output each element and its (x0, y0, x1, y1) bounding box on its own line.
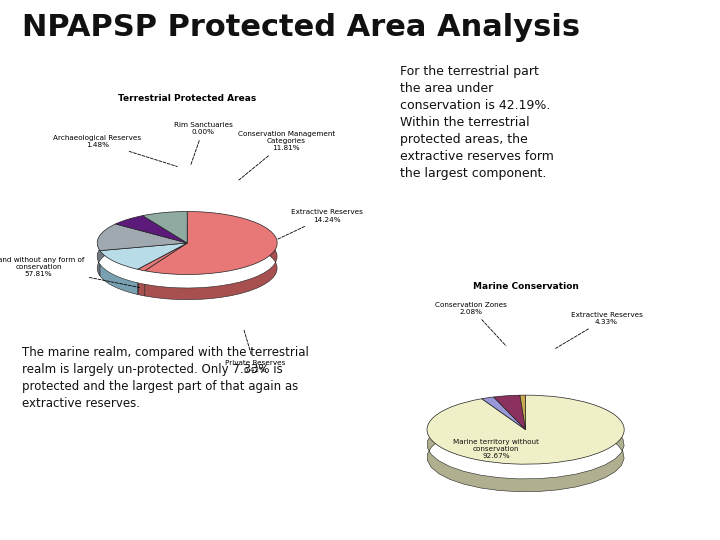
Polygon shape (100, 264, 138, 294)
Text: Marine territory without
conservation
92.67%: Marine territory without conservation 92… (453, 440, 539, 460)
Wedge shape (520, 395, 526, 430)
Polygon shape (428, 410, 624, 492)
Title: Marine Conservation: Marine Conservation (472, 282, 579, 291)
Wedge shape (145, 212, 277, 274)
Wedge shape (494, 395, 526, 430)
Wedge shape (100, 243, 187, 269)
Text: Conservation Zones
2.08%: Conservation Zones 2.08% (436, 302, 508, 346)
Text: Rim Sanctuaries
0.00%: Rim Sanctuaries 0.00% (174, 122, 233, 165)
Text: Conservation Management
Categories
11.81%: Conservation Management Categories 11.81… (238, 131, 335, 180)
Text: Land without any form of
conservation
57.81%: Land without any form of conservation 57… (0, 257, 140, 287)
Polygon shape (138, 283, 145, 296)
Wedge shape (138, 243, 187, 269)
Wedge shape (427, 395, 624, 464)
Wedge shape (115, 215, 187, 243)
Wedge shape (97, 224, 187, 251)
Text: Archaeological Reserves
1.48%: Archaeological Reserves 1.48% (53, 135, 177, 166)
Polygon shape (145, 225, 277, 300)
Title: Terrestrial Protected Areas: Terrestrial Protected Areas (118, 94, 256, 103)
Wedge shape (143, 212, 187, 243)
Polygon shape (97, 238, 115, 276)
Text: The marine realm, compared with the terrestrial
realm is largely un-protected. O: The marine realm, compared with the terr… (22, 346, 308, 410)
Text: For the terrestrial part
the area under
conservation is 42.19%.
Within the terre: For the terrestrial part the area under … (400, 65, 554, 180)
Text: NPAPSP Protected Area Analysis: NPAPSP Protected Area Analysis (22, 14, 580, 43)
Wedge shape (482, 397, 526, 430)
Wedge shape (138, 243, 187, 271)
Text: Private Reserves
6.42%: Private Reserves 6.42% (225, 329, 285, 373)
Text: Extractive Reserves
4.33%: Extractive Reserves 4.33% (556, 312, 642, 348)
Text: Extractive Reserves
14.24%: Extractive Reserves 14.24% (278, 210, 363, 239)
